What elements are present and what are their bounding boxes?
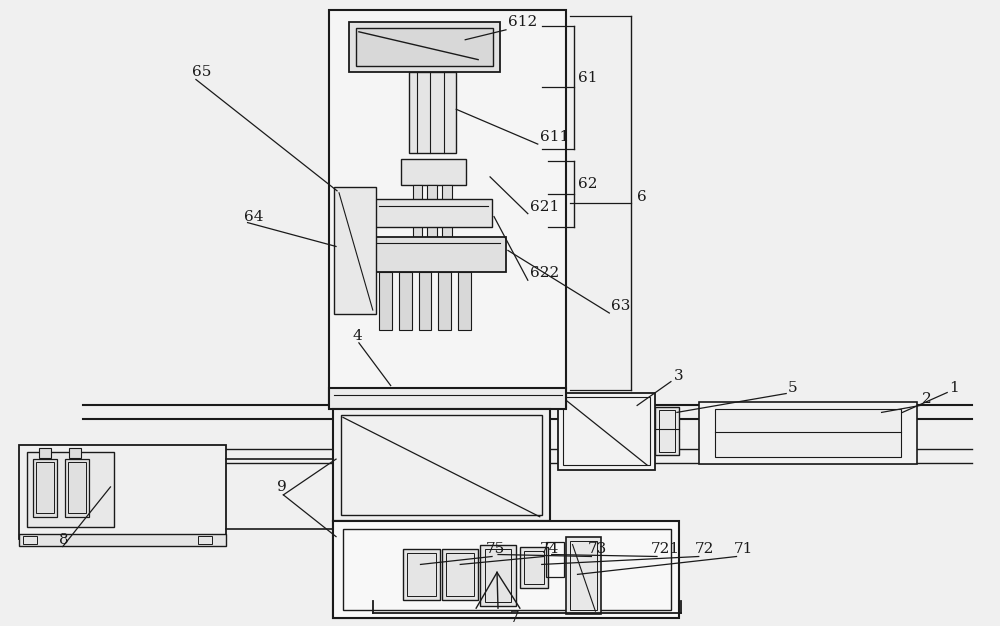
- Text: 612: 612: [508, 15, 537, 29]
- Bar: [409, 71, 456, 153]
- Bar: [520, 546, 548, 588]
- Bar: [558, 393, 655, 470]
- Bar: [379, 272, 392, 330]
- Bar: [334, 187, 376, 314]
- Bar: [373, 198, 492, 227]
- Bar: [403, 548, 440, 600]
- Bar: [343, 529, 671, 610]
- Text: 63: 63: [611, 299, 631, 313]
- Bar: [19, 533, 226, 546]
- Text: 6: 6: [637, 190, 647, 203]
- Bar: [485, 548, 511, 602]
- Bar: [655, 408, 679, 455]
- Text: 62: 62: [578, 177, 597, 191]
- Bar: [546, 541, 564, 577]
- Text: 75: 75: [486, 541, 505, 555]
- Bar: [33, 459, 57, 516]
- Bar: [39, 448, 51, 458]
- Bar: [333, 521, 550, 618]
- Text: 73: 73: [587, 541, 607, 555]
- Bar: [524, 550, 544, 584]
- Text: 2: 2: [922, 393, 932, 406]
- Bar: [563, 398, 650, 465]
- Bar: [715, 409, 901, 457]
- Text: 65: 65: [192, 64, 211, 78]
- Bar: [329, 10, 566, 408]
- Bar: [399, 272, 412, 330]
- Text: 3: 3: [674, 369, 684, 382]
- Text: 7: 7: [510, 611, 520, 625]
- Bar: [23, 536, 37, 543]
- Bar: [349, 22, 500, 71]
- Bar: [333, 521, 679, 618]
- Bar: [36, 462, 54, 513]
- Bar: [442, 548, 478, 600]
- Bar: [446, 553, 474, 596]
- Text: 5: 5: [788, 381, 798, 394]
- Text: 9: 9: [277, 480, 287, 494]
- Bar: [438, 272, 451, 330]
- Text: 721: 721: [651, 541, 680, 555]
- Bar: [359, 237, 506, 272]
- Text: 621: 621: [530, 200, 559, 213]
- Bar: [69, 448, 81, 458]
- Bar: [458, 272, 471, 330]
- Bar: [68, 462, 86, 513]
- Bar: [329, 387, 566, 409]
- Bar: [480, 545, 516, 606]
- Bar: [356, 28, 493, 66]
- Bar: [413, 185, 422, 237]
- Bar: [65, 459, 89, 516]
- Bar: [198, 536, 212, 543]
- Bar: [333, 409, 550, 521]
- Text: 71: 71: [734, 541, 753, 555]
- Bar: [27, 452, 114, 526]
- Bar: [341, 526, 542, 610]
- Text: 4: 4: [353, 329, 363, 343]
- Bar: [699, 403, 917, 464]
- Text: 61: 61: [578, 71, 597, 85]
- Bar: [570, 541, 597, 610]
- Text: 611: 611: [540, 130, 569, 144]
- Text: 74: 74: [540, 541, 559, 555]
- Bar: [419, 272, 431, 330]
- Bar: [19, 445, 226, 538]
- Text: 8: 8: [59, 533, 68, 546]
- Text: 72: 72: [695, 541, 714, 555]
- Text: 622: 622: [530, 266, 559, 280]
- Bar: [659, 411, 675, 452]
- Bar: [566, 536, 601, 614]
- Text: 64: 64: [244, 210, 263, 223]
- Bar: [407, 553, 436, 596]
- Bar: [427, 185, 437, 237]
- Bar: [442, 185, 452, 237]
- Bar: [341, 416, 542, 515]
- Bar: [401, 159, 466, 185]
- Text: 1: 1: [949, 381, 959, 394]
